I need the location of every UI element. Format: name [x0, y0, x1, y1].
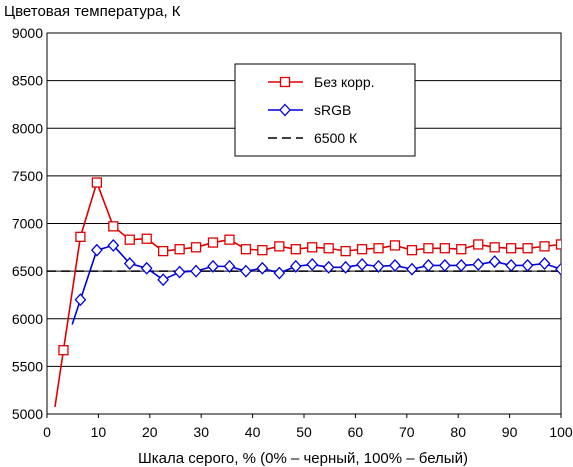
series-srgb-point: [123, 257, 136, 270]
series-bez-korr-point: [124, 234, 135, 245]
series-bez-korr-point: [290, 244, 301, 255]
y-tick-label: 7500: [12, 168, 43, 184]
x-tick-labels: 0 10 20 30 40 50 60 70 80 90 100: [43, 414, 573, 440]
y-tick-label: 8000: [12, 120, 43, 136]
series-bez-korr-point: [207, 237, 219, 248]
series-srgb-point: [372, 259, 385, 273]
series-bez-korr-point: [224, 234, 235, 245]
series-bez-korr-point: [555, 239, 561, 250]
series-srgb-point: [422, 258, 435, 272]
series-bez-korr-point: [91, 177, 103, 188]
x-tick-label: 90: [502, 424, 518, 440]
legend: Без корр. sRGB 6500 К: [234, 63, 416, 157]
x-tick-label: 60: [348, 424, 364, 440]
series-srgb-point: [107, 238, 120, 252]
series-bez-korr: [54, 177, 561, 407]
series-srgb-point: [505, 258, 518, 272]
series-bez-korr-point: [356, 244, 368, 255]
legend-marker: [279, 76, 291, 88]
x-tick-label: 50: [296, 424, 312, 440]
x-tick-label: 20: [142, 424, 158, 440]
legend-marker: [279, 103, 291, 117]
y-tick-label: 8500: [12, 73, 43, 89]
x-tick-label: 100: [549, 424, 573, 440]
series-bez-korr-line: [54, 180, 561, 407]
series-bez-korr-point: [58, 345, 69, 356]
legend-label: Без корр.: [314, 74, 375, 90]
legend-label: 6500 К: [314, 130, 358, 146]
x-tick-label: 0: [43, 424, 51, 440]
series-srgb-point: [339, 260, 352, 274]
series-layer: [47, 177, 561, 407]
y-tick-label: 6500: [12, 263, 43, 279]
series-bez-korr-point: [323, 243, 334, 254]
series-srgb-line: [71, 244, 561, 325]
series-bez-korr-point: [489, 242, 500, 253]
series-srgb-point: [306, 257, 319, 271]
series-bez-korr-point: [340, 245, 351, 257]
series-bez-korr-point: [190, 242, 202, 253]
series-bez-korr-point: [439, 243, 450, 254]
series-srgb-point: [207, 259, 219, 273]
series-bez-korr-point: [505, 243, 517, 254]
series-srgb-point: [472, 257, 485, 271]
series-srgb-point: [438, 258, 451, 272]
series-bez-korr-point: [307, 242, 318, 253]
series-srgb-point: [406, 262, 418, 276]
series-bez-korr-point: [75, 231, 86, 242]
series-srgb-point: [521, 258, 534, 272]
series-srgb-point: [273, 266, 286, 280]
series-srgb-point: [389, 258, 401, 272]
x-tick-label: 30: [193, 424, 209, 440]
series-srgb-point: [289, 259, 302, 273]
series-srgb-point: [190, 264, 202, 278]
series-srgb-point: [223, 259, 236, 273]
series-bez-korr-point: [473, 239, 484, 250]
series-srgb-point: [555, 262, 561, 276]
x-tick-label: 40: [245, 424, 261, 440]
y-tick-label: 6000: [12, 311, 43, 327]
series-srgb-point: [173, 265, 186, 279]
series-bez-korr-point: [274, 241, 285, 252]
y-tick-label: 9000: [12, 25, 43, 41]
legend-label: sRGB: [314, 102, 351, 118]
series-srgb-point: [240, 264, 252, 278]
series-srgb-point: [157, 273, 170, 287]
series-bez-korr-point: [389, 240, 401, 251]
series-srgb-point: [356, 257, 368, 271]
x-tick-label: 10: [91, 424, 107, 440]
series-bez-korr-point: [257, 245, 268, 256]
y-axis-title: Цветовая температура, К: [4, 3, 181, 20]
series-bez-korr-point: [406, 245, 418, 256]
x-tick-label: 80: [450, 424, 466, 440]
series-srgb: [71, 238, 561, 325]
series-srgb-point: [90, 243, 103, 257]
y-tick-label: 5500: [12, 358, 43, 374]
series-bez-korr-point: [141, 233, 152, 244]
series-bez-korr-point: [539, 241, 550, 252]
series-bez-korr-point: [108, 221, 119, 232]
y-tick-label: 7000: [12, 216, 43, 232]
series-srgb-point: [256, 261, 269, 275]
series-bez-korr-point: [373, 243, 384, 254]
series-srgb-point: [488, 255, 501, 269]
series-bez-korr-point: [423, 243, 434, 254]
series-bez-korr-point: [158, 245, 169, 257]
x-tick-label: 70: [399, 424, 415, 440]
series-srgb-point: [74, 293, 87, 307]
plot-frame: [46, 32, 562, 415]
y-tick-label: 5000: [12, 406, 43, 422]
series-srgb-point: [455, 258, 468, 272]
y-tick-labels: 5000 5500 6000 6500 7000 7500 8000 8500 9000: [12, 25, 43, 422]
x-axis-title: Шкала серого, % (0% – черный, 100% – бел…: [138, 450, 468, 467]
legend-box: [234, 63, 416, 157]
series-bez-korr-point: [456, 244, 467, 255]
series-srgb-point: [538, 257, 551, 270]
series-bez-korr-point: [240, 244, 252, 255]
series-bez-korr-point: [174, 244, 185, 255]
series-bez-korr-point: [522, 243, 533, 254]
series-srgb-point: [322, 260, 335, 274]
series-srgb-point: [140, 261, 153, 275]
